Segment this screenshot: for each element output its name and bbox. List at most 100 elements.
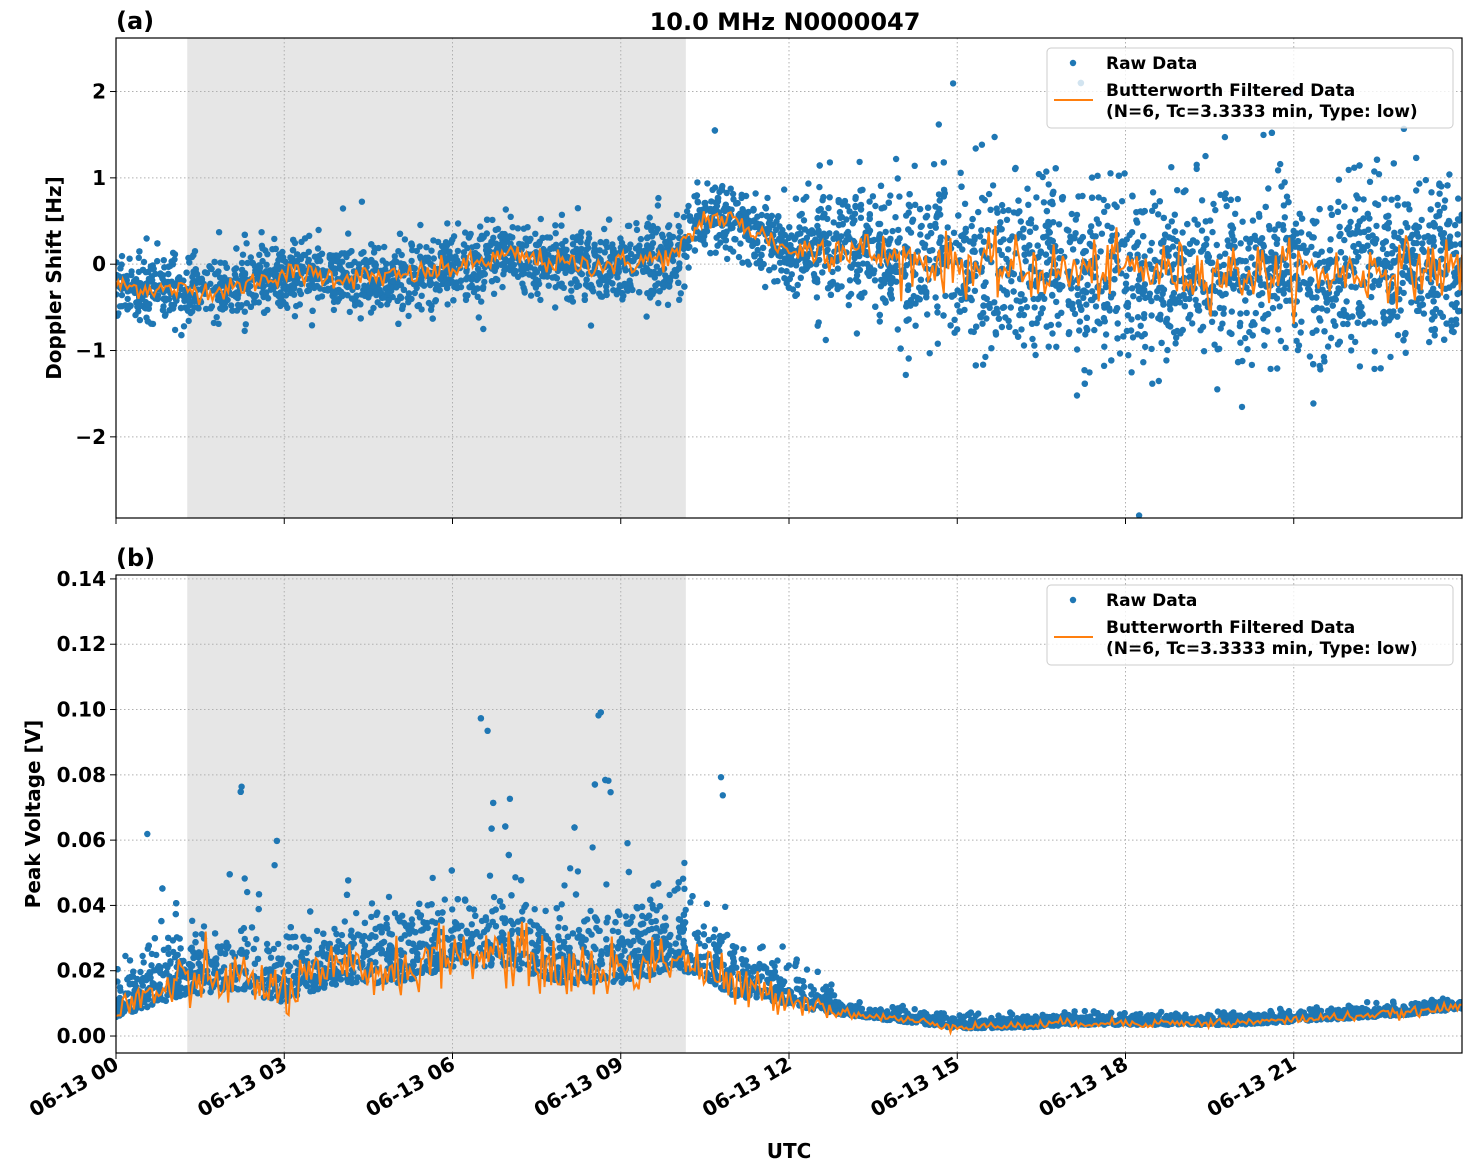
raw-data-point [1092, 303, 1100, 310]
raw-data-point [995, 315, 1003, 322]
raw-data-point [1454, 216, 1462, 223]
raw-data-point [417, 253, 424, 260]
raw-data-point [693, 192, 701, 199]
raw-data-point [852, 276, 860, 283]
raw-data-point [578, 229, 585, 236]
raw-data-point [718, 185, 725, 193]
raw-data-point [1141, 253, 1148, 260]
raw-data-point [675, 279, 682, 286]
raw-data-point [260, 309, 268, 316]
raw-data-point [665, 223, 672, 231]
raw-data-point [983, 315, 990, 322]
raw-data-point [375, 244, 382, 252]
raw-data-point [887, 292, 894, 299]
raw-data-point [1443, 293, 1450, 301]
raw-data-point [835, 221, 843, 229]
raw-data-point [430, 255, 437, 262]
y-tick-label: 0.04 [57, 893, 106, 917]
raw-data-point [1033, 194, 1040, 201]
raw-data-point [315, 226, 322, 234]
raw-data-point [372, 288, 379, 295]
raw-data-point [1181, 303, 1189, 310]
raw-data-point [1368, 293, 1375, 301]
raw-data-point [1123, 272, 1130, 280]
raw-data-point [781, 275, 788, 282]
raw-data-point [1081, 248, 1088, 255]
raw-data-point [1436, 225, 1444, 233]
raw-data-point [709, 186, 716, 193]
raw-data-point [178, 331, 185, 339]
raw-data-point [1316, 259, 1323, 267]
raw-data-point [1283, 262, 1290, 269]
raw-data-point [1048, 198, 1056, 205]
raw-data-point [526, 271, 533, 278]
raw-data-point [1179, 522, 1185, 528]
raw-data-point [1249, 332, 1256, 339]
raw-data-point [1436, 208, 1443, 215]
raw-data-point [1076, 318, 1084, 325]
raw-data-point [474, 293, 481, 300]
raw-data-point [1073, 346, 1081, 353]
raw-data-point [932, 224, 939, 231]
raw-data-point [1086, 369, 1093, 376]
raw-data-point [752, 190, 759, 197]
raw-data-point [1337, 311, 1345, 319]
raw-data-point [1081, 380, 1089, 387]
raw-data-point [980, 282, 987, 289]
raw-data-point [720, 229, 727, 237]
raw-data-point [801, 226, 809, 233]
raw-data-point [1387, 353, 1394, 361]
raw-data-point [1080, 294, 1087, 301]
raw-data-point [449, 278, 456, 285]
raw-data-point [1179, 229, 1186, 236]
raw-data-point [1041, 295, 1048, 302]
raw-data-point [575, 282, 583, 289]
raw-data-point [430, 237, 437, 244]
raw-data-point [730, 196, 737, 203]
raw-data-point [384, 289, 391, 296]
raw-data-point [830, 235, 837, 242]
raw-data-point [1221, 195, 1229, 202]
raw-data-point [1352, 284, 1359, 291]
raw-data-point [189, 273, 196, 281]
raw-data-point [1053, 343, 1060, 350]
raw-data-point [1281, 214, 1289, 221]
raw-data-point [882, 228, 889, 236]
raw-data-point [816, 162, 823, 169]
raw-data-point [1334, 208, 1342, 215]
raw-data-point [1275, 326, 1282, 333]
y-tick-label: 0.10 [57, 698, 106, 722]
raw-data-point [256, 251, 263, 258]
raw-data-point [997, 238, 1004, 246]
raw-data-point [1341, 203, 1348, 210]
raw-data-point [1327, 334, 1335, 342]
raw-data-point [1441, 197, 1449, 204]
raw-data-point [216, 274, 224, 281]
raw-data-point [711, 127, 719, 134]
raw-data-point [1412, 222, 1420, 229]
raw-data-point [1211, 341, 1218, 348]
raw-data-point [549, 274, 556, 281]
raw-data-point [681, 283, 688, 290]
raw-data-point [758, 251, 765, 259]
raw-data-point [1148, 239, 1156, 247]
raw-data-point [1221, 133, 1229, 141]
raw-data-point [1243, 235, 1250, 242]
raw-data-point [1402, 220, 1409, 227]
raw-data-point [865, 268, 872, 275]
raw-data-point [232, 274, 239, 281]
raw-data-point [460, 249, 468, 256]
raw-data-point [585, 230, 592, 237]
raw-data-point [263, 289, 270, 296]
raw-data-point [401, 236, 409, 243]
raw-data-point [1018, 326, 1025, 333]
raw-data-point [905, 282, 912, 289]
raw-data-point [293, 302, 300, 310]
raw-data-point [1100, 362, 1108, 369]
raw-data-point [1234, 358, 1242, 366]
raw-data-point [1100, 196, 1107, 204]
raw-data-point [897, 345, 904, 352]
raw-data-point [116, 273, 123, 280]
raw-data-point [279, 248, 286, 256]
